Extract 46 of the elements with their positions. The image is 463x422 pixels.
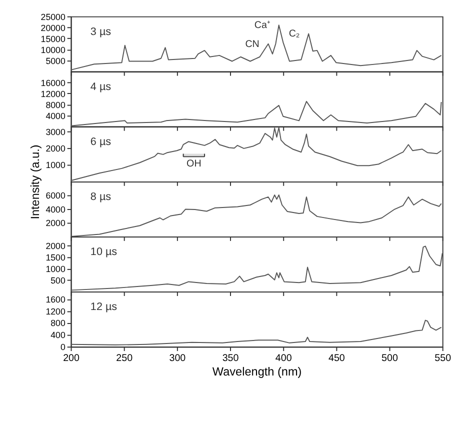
x-tick-label: 350 — [222, 352, 240, 364]
x-tick-label: 400 — [275, 352, 292, 364]
y-tick-label: 1200 — [46, 306, 66, 316]
x-tick-label: 550 — [434, 352, 452, 364]
y-tick-label: 400 — [50, 330, 66, 340]
y-tick-label: 2000 — [46, 241, 66, 252]
x-tick-label: 300 — [169, 352, 186, 364]
y-tick-label: 2000 — [46, 218, 66, 228]
y-tick-label: 10000 — [40, 44, 66, 55]
y-tick-label: 4000 — [46, 204, 66, 214]
y-tick-label: 1000 — [46, 160, 66, 170]
annotation: Ca⁺ — [254, 20, 270, 32]
y-tick-label: 1600 — [46, 294, 66, 304]
y-tick-label: 800 — [50, 318, 66, 328]
y-tick-label: 0 — [60, 342, 66, 352]
annotation: 8 µs — [90, 191, 112, 204]
line-series — [70, 194, 442, 238]
x-tick-label: 250 — [116, 352, 134, 364]
y-tick-label: 2000 — [46, 144, 66, 154]
annotation: 4 µs — [90, 81, 112, 94]
annotation: C₂ — [288, 28, 300, 40]
y-axis-title: Intensity (a.u.) — [28, 144, 42, 220]
line-series — [70, 320, 442, 346]
y-tick-label: 25000 — [40, 12, 66, 22]
y-tick-label: 15000 — [40, 34, 66, 44]
y-tick-label: 1500 — [46, 252, 66, 263]
y-tick-label: 16000 — [40, 78, 66, 88]
annotation: 10 µs — [90, 246, 118, 258]
y-tick-label: 8000 — [46, 100, 66, 110]
x-tick-label: 200 — [63, 352, 80, 364]
annotation: 12 µs — [90, 301, 118, 314]
band-label: OH — [186, 158, 202, 170]
x-tick-label: 500 — [382, 352, 398, 364]
y-tick-label: 5000 — [46, 56, 66, 66]
y-tick-label: 4000 — [46, 110, 66, 121]
y-tick-label: 500 — [50, 276, 66, 286]
y-tick-label: 6000 — [46, 190, 66, 201]
annotation: CN — [245, 38, 260, 50]
annotation: 3 µs — [90, 26, 112, 38]
y-tick-label: 12000 — [40, 88, 66, 99]
y-tick-label: 20000 — [40, 22, 66, 33]
annotation: 6 µs — [90, 136, 112, 148]
y-tick-label: 3000 — [46, 126, 66, 137]
x-tick-label: 450 — [328, 352, 346, 364]
y-tick-label: 1000 — [46, 264, 66, 274]
x-axis-title: Wavelength (nm) — [212, 366, 302, 379]
